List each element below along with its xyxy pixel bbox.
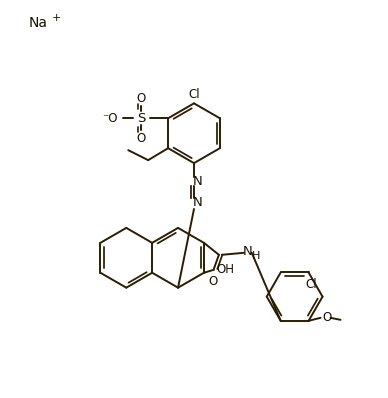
Text: N: N: [243, 245, 253, 258]
Text: O: O: [137, 92, 146, 105]
Text: O: O: [322, 311, 331, 324]
Text: ⁻O: ⁻O: [102, 112, 118, 125]
Text: OH: OH: [217, 263, 235, 276]
Text: Cl: Cl: [306, 278, 317, 291]
Text: N: N: [193, 197, 203, 209]
Text: S: S: [137, 112, 146, 125]
Text: O: O: [137, 132, 146, 145]
Text: N: N: [193, 175, 203, 187]
Text: +: +: [52, 13, 61, 23]
Text: H: H: [251, 251, 260, 261]
Text: O: O: [208, 275, 218, 288]
Text: Cl: Cl: [188, 88, 200, 101]
Text: Na: Na: [29, 16, 48, 29]
